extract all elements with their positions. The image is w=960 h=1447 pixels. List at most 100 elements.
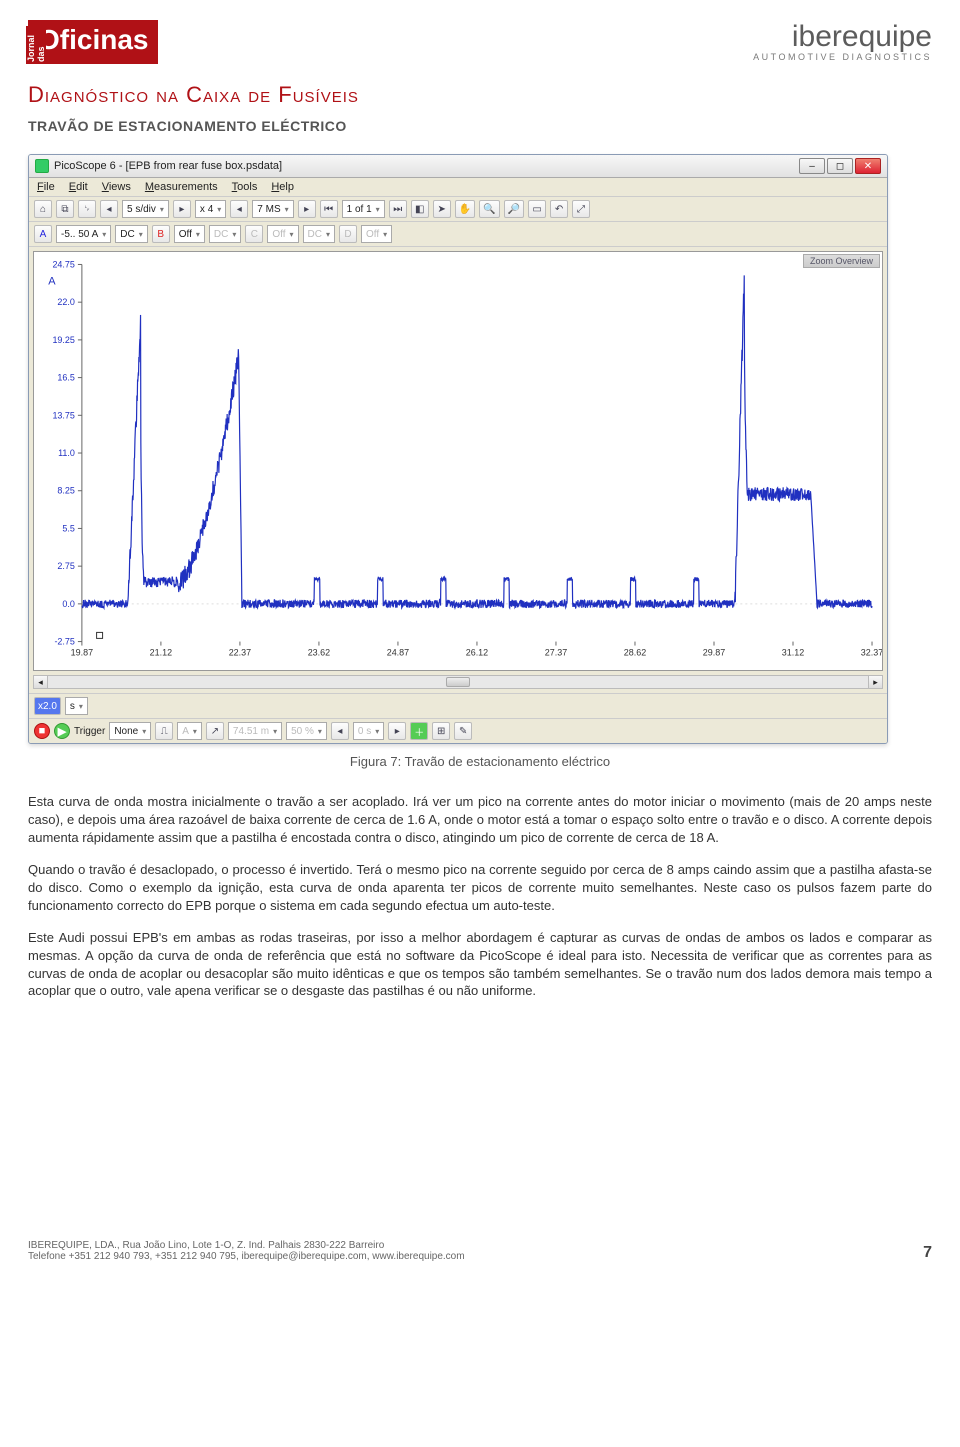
trigger-delay-prev-icon[interactable]: ◂ [331, 722, 349, 740]
channel-d-button[interactable]: D [339, 225, 357, 243]
paragraph-2: Quando o travão é desaclopado, o process… [28, 861, 932, 915]
pointer-icon[interactable]: ➤ [433, 200, 451, 218]
buffer-last-icon[interactable]: ⏭ [389, 200, 407, 218]
menu-file[interactable]: File [37, 181, 55, 193]
buffer-first-icon[interactable]: ⏮ [320, 200, 338, 218]
timebase-select[interactable]: 5 s/div [122, 200, 169, 218]
timebase-next-icon[interactable]: ▸ [173, 200, 191, 218]
samples-next-icon[interactable]: ▸ [298, 200, 316, 218]
trigger-mode-select[interactable]: None [109, 722, 151, 740]
page-header: Jornal das Oficinas iberequipe AUTOMOTIV… [28, 20, 932, 64]
fullscreen-icon[interactable]: ⤢ [572, 200, 590, 218]
chart-area: Zoom Overview 24.7522.019.2516.513.7511.… [33, 251, 883, 671]
channel-d-range[interactable]: Off [361, 225, 392, 243]
x-zoom-label[interactable]: x2.0 [34, 697, 61, 715]
zoom-factor-select[interactable]: x 4 [195, 200, 226, 218]
spectrum-mode-icon[interactable]: ␊ [78, 200, 96, 218]
channel-b-button[interactable]: B [152, 225, 170, 243]
samples-prev-icon[interactable]: ◂ [230, 200, 248, 218]
trigger-slope-icon[interactable]: ↗ [206, 722, 224, 740]
channel-a-range[interactable]: -5.. 50 A [56, 225, 111, 243]
trigger-level[interactable]: 74.51 m [228, 722, 282, 740]
logo-iberequipe: iberequipe AUTOMOTIVE DIAGNOSTICS [753, 20, 932, 62]
menu-help[interactable]: Help [271, 181, 294, 193]
svg-text:22.37: 22.37 [229, 648, 251, 658]
zoom-overview-panel[interactable]: Zoom Overview [803, 254, 880, 268]
x-unit-select[interactable]: s [65, 697, 88, 715]
paragraph-1: Esta curva de onda mostra inicialmente o… [28, 793, 932, 847]
channel-b-coupling[interactable]: DC [209, 225, 241, 243]
svg-text:13.75: 13.75 [52, 410, 74, 420]
channel-c-button[interactable]: C [245, 225, 263, 243]
svg-text:-2.75: -2.75 [54, 637, 74, 647]
stop-button[interactable]: ■ [34, 723, 50, 739]
svg-text:32.37: 32.37 [861, 648, 882, 658]
scope-mode-icon[interactable]: ⧉ [56, 200, 74, 218]
zoom-rect-icon[interactable]: ▭ [528, 200, 546, 218]
notes-icon[interactable]: ✎ [454, 722, 472, 740]
svg-text:19.25: 19.25 [52, 335, 74, 345]
samples-select[interactable]: 7 MS [252, 200, 293, 218]
trigger-delay[interactable]: 0 s [353, 722, 384, 740]
scroll-track[interactable] [48, 677, 868, 687]
trigger-pretrigger[interactable]: 50 % [286, 722, 327, 740]
rulers-icon[interactable]: ⊞ [432, 722, 450, 740]
buffer-page[interactable]: 1 of 1 [342, 200, 385, 218]
zoom-out-icon[interactable]: 🔎 [504, 200, 524, 218]
close-button[interactable]: ✕ [855, 158, 881, 174]
logo-oficinas: Jornal das Oficinas [28, 20, 158, 64]
svg-text:2.75: 2.75 [57, 561, 74, 571]
hand-icon[interactable]: ✋ [455, 200, 475, 218]
page-footer: IBEREQUIPE, LDA., Rua João Lino, Lote 1-… [28, 1240, 932, 1262]
undo-zoom-icon[interactable]: ↶ [550, 200, 568, 218]
menu-edit[interactable]: Edit [69, 181, 88, 193]
timebase-prev-icon[interactable]: ◂ [100, 200, 118, 218]
menu-tools[interactable]: Tools [232, 181, 258, 193]
logo-oficinas-main: Oficinas [38, 24, 148, 55]
trigger-edge-icon[interactable]: ⎍ [155, 722, 173, 740]
scroll-left-icon[interactable]: ◂ [34, 676, 48, 688]
svg-text:27.37: 27.37 [545, 648, 567, 658]
channel-b-range[interactable]: Off [174, 225, 205, 243]
channel-c-coupling[interactable]: DC [303, 225, 335, 243]
trigger-label: Trigger [74, 726, 105, 737]
channel-a-button[interactable]: A [34, 225, 52, 243]
x-axis-units-row: x2.0 s [29, 693, 887, 718]
svg-text:23.62: 23.62 [308, 648, 330, 658]
measurements-add-icon[interactable]: ＋ [410, 722, 428, 740]
footer-address: IBEREQUIPE, LDA., Rua João Lino, Lote 1-… [28, 1240, 465, 1251]
trigger-delay-next-icon[interactable]: ▸ [388, 722, 406, 740]
go-button[interactable]: ▶ [54, 723, 70, 739]
svg-text:8.25: 8.25 [57, 486, 74, 496]
minimize-button[interactable]: – [799, 158, 825, 174]
logo-iberequipe-brand: iberequipe [753, 20, 932, 54]
svg-text:11.0: 11.0 [58, 448, 75, 458]
svg-text:5.5: 5.5 [62, 523, 74, 533]
buffer-overview-icon[interactable]: ◧ [411, 200, 429, 218]
bottom-toolbar: ■ ▶ Trigger None ⎍ A ↗ 74.51 m 50 % ◂ 0 … [29, 718, 887, 743]
menu-views[interactable]: Views [102, 181, 131, 193]
paragraph-3: Este Audi possui EPB's em ambas as rodas… [28, 929, 932, 1001]
waveform-chart: 24.7522.019.2516.513.7511.08.255.52.750.… [34, 252, 882, 670]
footer-contact: Telefone +351 212 940 793, +351 212 940 … [28, 1251, 465, 1262]
channel-a-coupling[interactable]: DC [115, 225, 147, 243]
scroll-thumb[interactable] [446, 677, 470, 687]
menu-measurements[interactable]: Measurements [145, 181, 218, 193]
menubar: File Edit Views Measurements Tools Help [29, 178, 887, 197]
picoscope-window: PicoScope 6 - [EPB from rear fuse box.ps… [28, 154, 888, 744]
channel-c-range[interactable]: Off [267, 225, 298, 243]
maximize-button[interactable]: ◻ [827, 158, 853, 174]
page-number: 7 [923, 1244, 932, 1262]
trigger-channel[interactable]: A [177, 722, 202, 740]
window-title: PicoScope 6 - [EPB from rear fuse box.ps… [54, 160, 282, 172]
svg-text:26.12: 26.12 [466, 648, 488, 658]
document-subtitle: TRAVÃO DE ESTACIONAMENTO ELÉCTRICO [28, 118, 932, 134]
svg-text:16.5: 16.5 [57, 373, 74, 383]
logo-iberequipe-tag: AUTOMOTIVE DIAGNOSTICS [753, 52, 932, 62]
svg-text:A: A [48, 275, 56, 287]
scroll-right-icon[interactable]: ▸ [868, 676, 882, 688]
horizontal-scrollbar[interactable]: ◂ ▸ [33, 675, 883, 689]
home-icon[interactable]: ⌂ [34, 200, 52, 218]
zoom-in-icon[interactable]: 🔍 [479, 200, 499, 218]
svg-text:28.62: 28.62 [624, 648, 646, 658]
